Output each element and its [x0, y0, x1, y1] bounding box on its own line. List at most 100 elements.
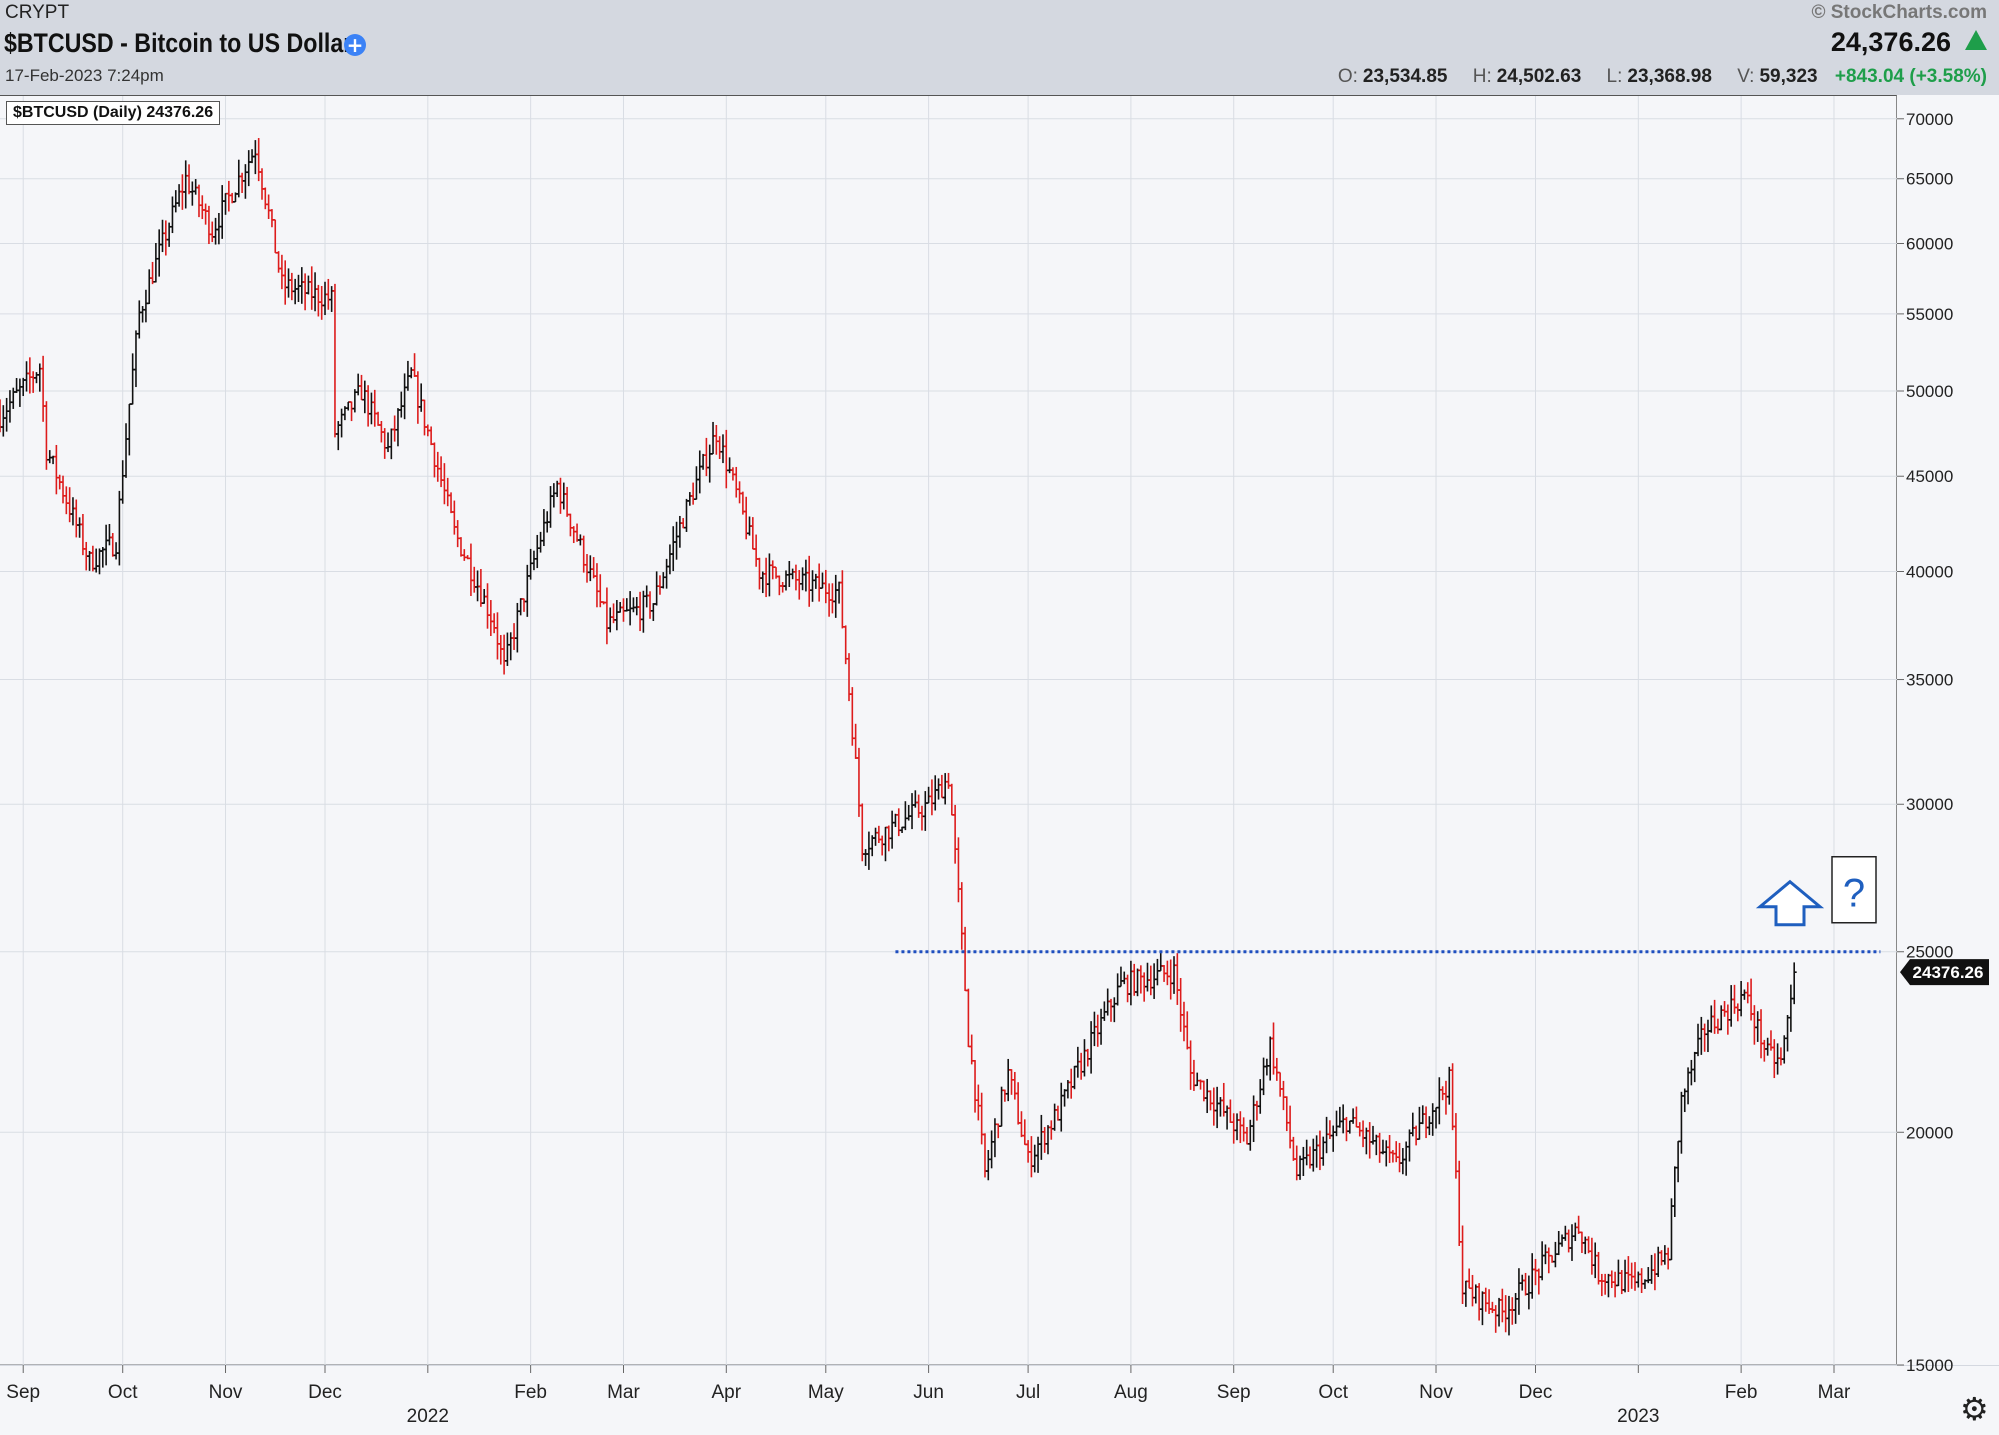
ohlc-bar: [30, 371, 36, 393]
ohlc-bar: [77, 517, 83, 538]
ohlc-bar: [591, 557, 597, 579]
ohlc-bar: [67, 487, 73, 523]
ohlc-bar: [1241, 1117, 1247, 1142]
ohlc-bar: [428, 426, 434, 446]
ohlc-bar: [1121, 971, 1127, 985]
y-axis-panel: [1897, 95, 1999, 1365]
ohlc-bar: [999, 1086, 1005, 1127]
ohlc-bar: [1506, 1295, 1512, 1336]
ohlc-bar: [156, 229, 162, 277]
ohlc-bar: [276, 251, 282, 273]
ohlc-bar: [1672, 1166, 1678, 1218]
ohlc-bar: [1211, 1087, 1217, 1126]
ohlc-bar: [1745, 982, 1751, 1004]
ohlc-bar: [926, 786, 932, 804]
ohlc-bar: [1489, 1301, 1495, 1314]
x-axis: Sep Oct Nov Dec Feb Mar Apr May Jun Jul Aug Sep Oct N…: [6, 1365, 1851, 1427]
ohlc-bar: [1705, 1019, 1711, 1053]
ohlc-bar: [1002, 1089, 1008, 1102]
ohlc-bar: [1148, 965, 1154, 996]
ohlc-bar: [1632, 1262, 1638, 1291]
question-mark: ?: [1843, 872, 1865, 916]
ohlc-bar: [1317, 1130, 1323, 1171]
ohlc-bar: [1204, 1078, 1210, 1114]
ohlc-bar: [919, 805, 925, 831]
ohlc-bar: [1227, 1099, 1233, 1124]
ohlc-bar: [1191, 1059, 1197, 1091]
ohlc-bar: [564, 486, 570, 517]
ohlc-bar: [637, 591, 643, 632]
ohlc-bar: [916, 794, 922, 818]
ohlc-bar: [939, 774, 945, 799]
ohlc-bar: [859, 803, 865, 862]
ohlc-bar: [906, 805, 912, 821]
ohlc-bar: [266, 194, 272, 220]
x-tick-label: Mar: [1818, 1382, 1851, 1403]
ohlc-bar: [96, 548, 102, 575]
ohlc-bar: [1184, 1011, 1190, 1050]
change-value: +843.04 (+3.58%): [1834, 66, 1987, 87]
ohlc-bar: [657, 575, 663, 595]
ohlc-bar: [1108, 998, 1114, 1022]
x-tick-label: Nov: [209, 1382, 243, 1403]
ohlc-bar: [133, 330, 139, 388]
ohlc-bar: [53, 444, 59, 495]
ohlc-bar: [965, 988, 971, 1048]
ohlc-bar: [219, 185, 225, 239]
ohlc-bar: [1516, 1268, 1522, 1315]
ohlc-bar: [1785, 1015, 1791, 1052]
ohlc-bar: [952, 804, 958, 864]
chart-legend: $BTCUSD (Daily) 24376.26: [6, 101, 221, 125]
ohlc-bar: [1081, 1039, 1087, 1077]
year-label: 2022: [407, 1406, 449, 1427]
y-tick-label: 30000: [1906, 795, 1953, 814]
ohlc-bar: [402, 373, 408, 420]
ohlc-bar: [1761, 1039, 1767, 1062]
ohlc-bar: [4, 397, 10, 432]
ohlc-bar: [604, 587, 610, 645]
ohlc-bar: [647, 591, 653, 619]
ohlc-bar: [836, 581, 842, 604]
ohlc-bar: [753, 534, 759, 567]
ohlc-bar: [1456, 1160, 1462, 1247]
ohlc-bar: [1466, 1268, 1472, 1290]
x-tick-label: Feb: [514, 1382, 547, 1403]
ohlc-bar: [169, 196, 175, 234]
ohlc-bar: [1251, 1095, 1257, 1143]
plus-circle-icon[interactable]: +: [344, 34, 366, 56]
ohlc-bar: [1688, 1059, 1694, 1086]
ohlc-bar: [1791, 962, 1797, 1005]
ohlc-bar: [1529, 1253, 1535, 1299]
ohlc-bar: [478, 568, 484, 607]
ohlc-bar: [27, 357, 33, 394]
ohlc-bar: [491, 613, 497, 634]
ohlc-bar: [737, 481, 743, 504]
ohlc-bar: [942, 773, 948, 805]
gear-icon[interactable]: ⚙: [1960, 1390, 1989, 1428]
ohlc-bar: [1765, 1037, 1771, 1056]
ohlc-bar: [1450, 1063, 1456, 1131]
ohlc-bar: [581, 535, 587, 573]
ohlc-bar: [461, 549, 467, 561]
ohlc-bar: [1542, 1244, 1548, 1265]
ohlc-bar: [514, 602, 520, 653]
ohlc-bar: [763, 557, 769, 598]
ohlc-bar: [1274, 1057, 1280, 1081]
x-tick-label: Nov: [1419, 1382, 1453, 1403]
ohlc-bar: [116, 490, 122, 566]
x-tick-label: Jul: [1016, 1382, 1040, 1403]
ohlc-bar: [1602, 1273, 1608, 1295]
ohlc-bar: [269, 209, 275, 228]
ohlc-bar: [315, 284, 321, 317]
ohlc-bar: [504, 632, 510, 666]
ohlc-bar: [176, 184, 182, 207]
ohlc-bar: [866, 831, 872, 870]
ohlc-bar: [1712, 999, 1718, 1034]
ohlc-bar: [1622, 1259, 1628, 1293]
ohlc-bar: [810, 570, 816, 602]
up-triangle-icon: [1965, 30, 1987, 50]
ohlc-bar: [0, 405, 6, 437]
y-tick-label: 35000: [1906, 671, 1953, 690]
ohlc-bar: [322, 281, 328, 316]
ohlc-bar: [819, 572, 825, 589]
